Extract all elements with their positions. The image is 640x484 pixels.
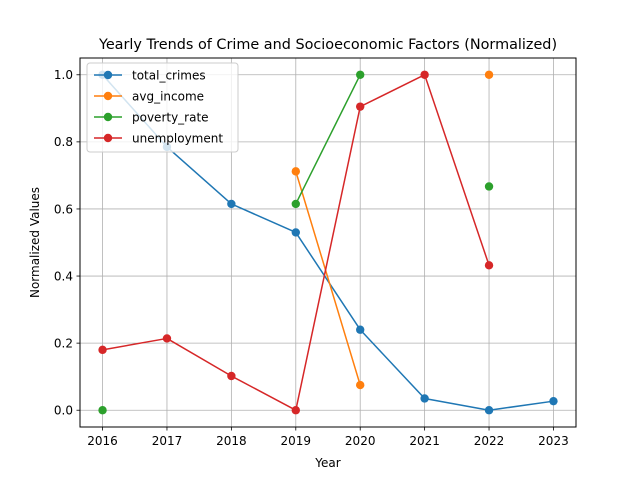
y-axis-label: Normalized Values [28, 187, 42, 298]
data-point [356, 70, 365, 79]
data-point [291, 228, 300, 237]
legend-marker [103, 112, 113, 122]
x-tick-label: 2017 [152, 434, 183, 448]
series-line-segment [165, 337, 233, 378]
data-point [420, 394, 429, 403]
series-line-segment [488, 400, 555, 412]
data-point [484, 70, 494, 79]
legend-box [86, 62, 239, 153]
legend-item: avg_income [94, 89, 204, 103]
legend-label: avg_income [132, 89, 204, 103]
data-point [356, 380, 365, 390]
x-tick-label: 2020 [345, 434, 376, 448]
y-axis-ticks: 0.0 0.2 0.4 0.6 0.8 1.0 [54, 68, 80, 418]
series-line-segment [294, 105, 362, 412]
legend-item: total_crimes [94, 68, 206, 82]
data-point [484, 261, 494, 270]
series-line-segment [359, 73, 426, 108]
y-tick-label: 0.2 [54, 336, 73, 350]
x-tick-label: 2018 [216, 434, 247, 448]
data-point [291, 406, 300, 415]
x-axis-label: Year [314, 456, 340, 470]
data-point [484, 406, 494, 415]
data-point [227, 371, 236, 381]
x-tick-label: 2019 [281, 434, 312, 448]
data-point [356, 102, 365, 111]
x-tick-label: 2023 [538, 434, 569, 448]
y-tick-label: 0.4 [54, 269, 73, 283]
legend-label: poverty_rate [132, 110, 209, 124]
x-tick-label: 2021 [409, 434, 440, 448]
series-line-segment [230, 202, 297, 234]
series-line-segment [165, 145, 233, 205]
series-poverty-rate [98, 70, 494, 415]
data-point [98, 345, 107, 355]
series-avg-income [291, 70, 494, 390]
legend: total_crimes avg_income poverty_rateunempl… [86, 62, 239, 153]
legend-label: total_crimes [132, 68, 206, 82]
data-point [549, 396, 558, 406]
legend-item: poverty_rate [94, 110, 209, 124]
series-line-segment [423, 397, 490, 412]
y-tick-label: 1.0 [54, 68, 73, 82]
y-tick-label: 0.8 [54, 135, 73, 149]
data-point [291, 199, 300, 209]
data-point [356, 325, 365, 334]
data-point [291, 167, 300, 176]
legend-marker [103, 133, 113, 143]
series-line-segment [294, 231, 362, 331]
y-tick-label: 0.6 [54, 202, 73, 216]
legend-item: unemployment [94, 131, 223, 145]
data-point [227, 199, 236, 209]
legend-marker [103, 91, 113, 101]
chart-title: Yearly Trends of Crime and Socioeconomic… [98, 37, 557, 53]
y-tick-label: 0.0 [54, 404, 73, 418]
series-line-segment [101, 337, 168, 351]
data-point [162, 334, 172, 343]
data-point [420, 70, 429, 79]
data-point [98, 406, 107, 415]
series-line-segment [294, 170, 362, 387]
series-unemployment [98, 70, 494, 415]
grid [80, 58, 576, 427]
legend-marker [103, 70, 113, 80]
series-line-segment [423, 73, 490, 267]
series-line-segment [230, 374, 297, 412]
x-tick-label: 2016 [87, 434, 118, 448]
plot-frame [79, 57, 577, 428]
series-line-segment [294, 73, 362, 205]
legend-label: unemployment [132, 131, 223, 145]
series-line-segment [359, 328, 426, 400]
data-point [484, 182, 494, 191]
x-axis-ticks: 2016 2017 2018 2019 2020 2021 2022 2023 [87, 427, 569, 448]
x-tick-label: 2022 [474, 434, 505, 448]
